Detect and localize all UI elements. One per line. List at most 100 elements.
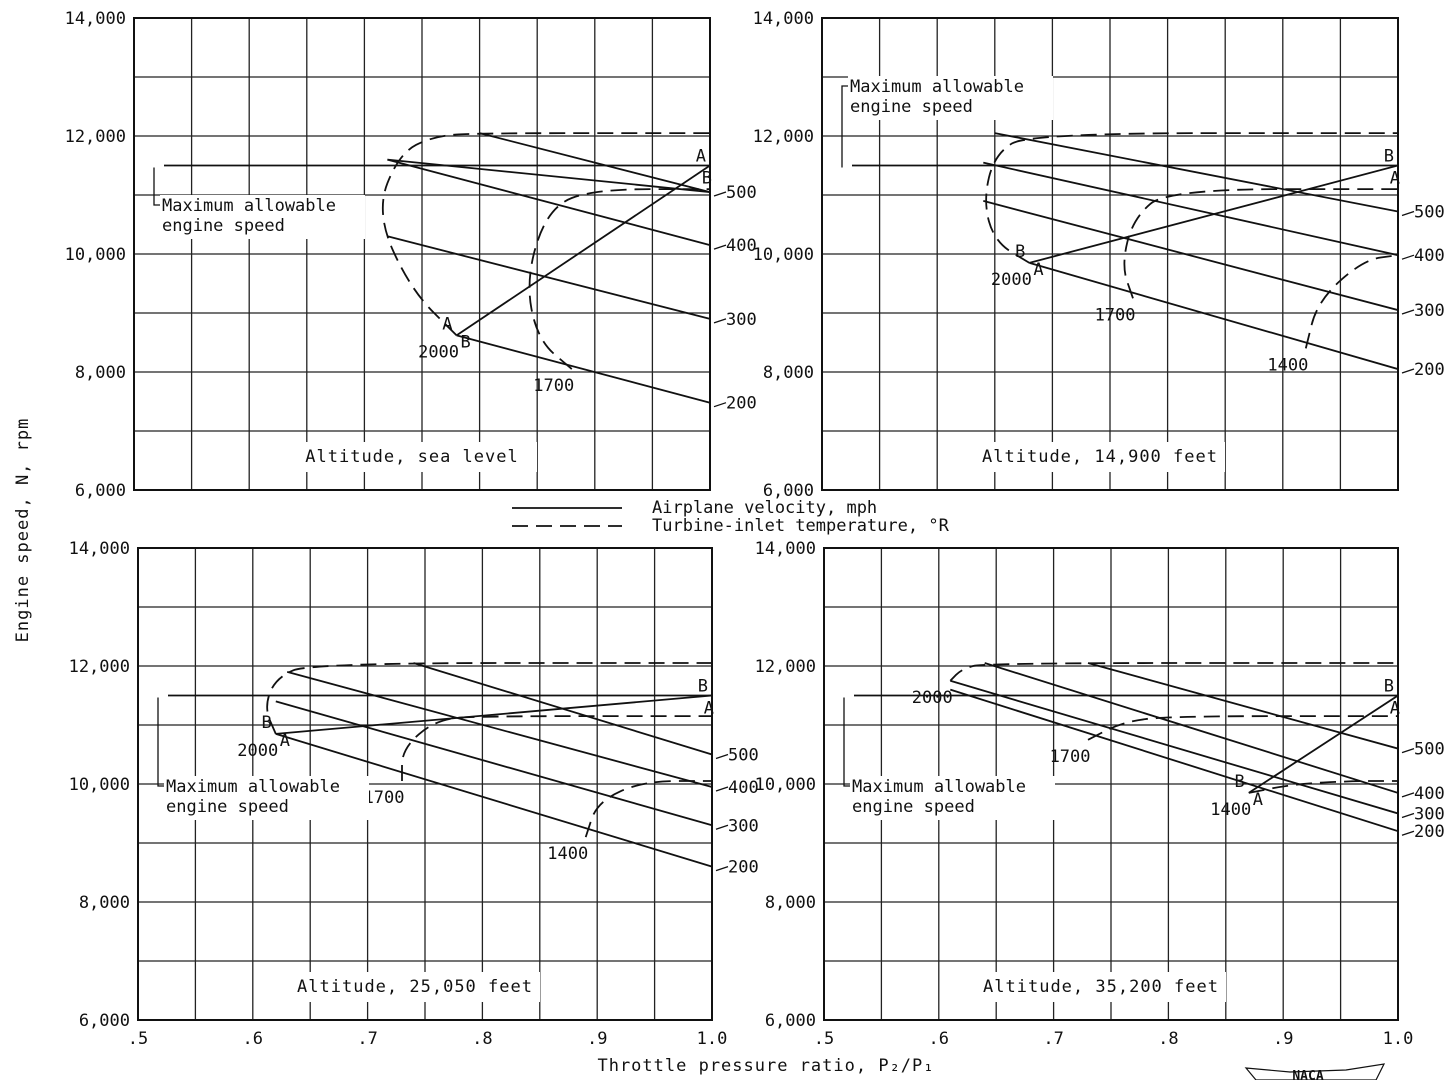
temperature-line [1248,780,1398,794]
velocity-label-leader [1401,792,1415,798]
y-axis-title: Engine speed, N, rpm [13,418,33,643]
velocity-label: 300 [1414,301,1445,321]
limit-label-box [160,195,365,239]
temperature-label: 1700 [1050,747,1091,767]
panel-3: 6,000 8,000 10,000 12,000 14,000 500 400 300 200… [69,539,759,1049]
operating-path [275,694,713,735]
limit-label-box [848,76,1053,120]
path-label: A [1033,260,1043,280]
x-tick-label: .8 [1158,1029,1178,1049]
temperature-line [1087,715,1398,741]
limit-label-leader [153,167,162,206]
velocity-label-leader [1401,368,1415,374]
velocity-label: 200 [728,858,759,878]
limit-label-line2: engine speed [852,797,975,817]
plot-frame [133,17,711,491]
y-tick-label: 8,000 [765,893,816,913]
velocity-label: 200 [1414,822,1445,842]
temperature-label: 1400 [1267,355,1308,375]
x-tick-label: .7 [357,1029,377,1049]
x-axis-title: Throttle pressure ratio, P₂/P₁ [597,1056,934,1076]
velocity-label: 500 [1414,203,1445,223]
title-box [975,442,1225,472]
y-tick-label: 10,000 [755,775,816,795]
title-box [287,442,537,472]
y-tick-label: 12,000 [755,657,816,677]
velocity-label: 300 [726,310,757,330]
limit-label-line1: Maximum allowable [850,77,1024,97]
naca-stamp: NACA [1244,1063,1386,1080]
velocity-line [983,161,1399,257]
temperature-line [949,662,1398,682]
plot-frame [823,547,1399,1021]
velocity-line [994,132,1399,213]
x-tick-label: .6 [243,1029,263,1049]
y-tick-label: 10,000 [753,245,814,265]
legend-label: Airplane velocity, mph [652,498,877,518]
y-tick-label: 6,000 [75,481,126,501]
temperature-label: 1700 [364,788,405,808]
temperature-line [1123,188,1398,299]
y-tick-label: 12,000 [69,657,130,677]
stamp-outline [1244,1063,1386,1080]
limit-label-box [850,776,1055,820]
panel-title: Altitude, 25,050 feet [297,977,533,997]
velocity-label-leader [713,244,727,250]
panel-title: Altitude, 14,900 feet [982,447,1218,467]
path-label: A [442,314,452,334]
panel-2: 6,000 8,000 10,000 12,000 14,000 500 400 300 200… [753,9,1445,501]
path-label: A [1390,169,1400,189]
y-tick-label: 10,000 [69,775,130,795]
velocity-label-leader [713,402,727,408]
velocity-line [275,733,713,868]
velocity-line [984,662,1399,794]
velocity-label-leader [1401,747,1415,754]
velocity-label: 500 [726,183,757,203]
path-label: A [1253,790,1263,810]
velocity-label: 300 [1414,805,1445,825]
velocity-line [950,688,1399,833]
velocity-line [1029,262,1399,370]
temperature-line [528,188,710,370]
path-label: A [696,147,706,167]
y-tick-label: 12,000 [65,127,126,147]
velocity-line [387,158,711,193]
title-box [290,972,540,1002]
path-label: B [698,677,708,697]
x-tick-label: .8 [472,1029,492,1049]
velocity-label-leader [715,865,729,872]
x-tick-label: .5 [128,1029,148,1049]
velocity-label-leader [1401,210,1415,217]
velocity-label-leader [715,824,729,830]
x-tick-label: .5 [814,1029,834,1049]
limit-label-line1: Maximum allowable [166,777,340,797]
velocity-label: 400 [726,236,757,256]
velocity-line [275,700,713,827]
limit-label-line1: Maximum allowable [852,777,1026,797]
path-label: A [280,731,290,751]
limit-label-line2: engine speed [166,797,289,817]
path-label: B [1235,772,1245,792]
temperature-line [584,780,712,838]
x-tick-label: 1.0 [697,1029,728,1049]
path-label: B [1384,677,1394,697]
velocity-line [387,235,711,320]
y-tick-label: 8,000 [75,363,126,383]
y-tick-label: 8,000 [763,363,814,383]
temperature-label: 1400 [547,844,588,864]
velocity-line [1087,662,1399,750]
operating-path [1029,164,1399,264]
velocity-label-leader [715,786,729,792]
panel-1: 6,000 8,000 10,000 12,000 14,000 500 400 300 200… [65,9,757,501]
velocity-label-leader [713,318,727,324]
velocity-line [479,132,711,193]
temperature-label: 2000 [237,741,278,761]
temperature-line [266,662,712,735]
velocity-label: 200 [726,394,757,414]
x-tick-label: .6 [929,1029,949,1049]
velocity-label-leader [1401,309,1415,315]
path-label: B [262,713,272,733]
path-label: B [1384,147,1394,167]
velocity-label: 400 [1414,246,1445,266]
panel-title: Altitude, 35,200 feet [983,977,1219,997]
